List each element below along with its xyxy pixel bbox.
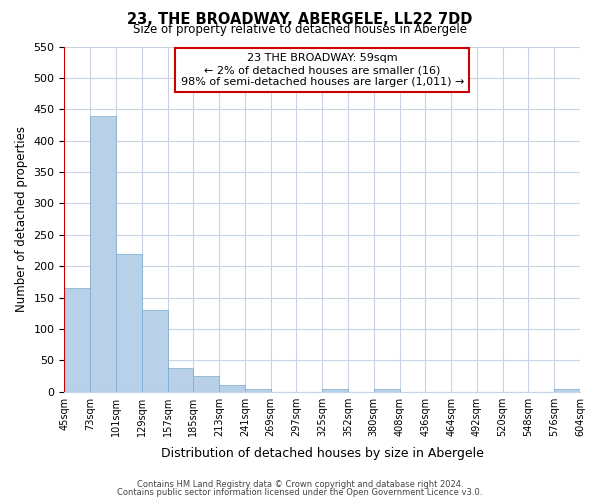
Text: Contains HM Land Registry data © Crown copyright and database right 2024.: Contains HM Land Registry data © Crown c… [137,480,463,489]
Text: 23, THE BROADWAY, ABERGELE, LL22 7DD: 23, THE BROADWAY, ABERGELE, LL22 7DD [127,12,473,28]
Bar [374,388,400,392]
Bar [554,389,580,392]
Bar [64,288,90,392]
Bar [116,254,142,392]
Bar [142,310,167,392]
Bar [90,116,116,392]
Text: Size of property relative to detached houses in Abergele: Size of property relative to detached ho… [133,22,467,36]
Text: 23 THE BROADWAY: 59sqm
← 2% of detached houses are smaller (16)
98% of semi-deta: 23 THE BROADWAY: 59sqm ← 2% of detached … [181,54,464,86]
Bar [245,388,271,392]
Bar [167,368,193,392]
Bar [322,388,348,392]
Bar [193,376,219,392]
Bar [219,386,245,392]
Y-axis label: Number of detached properties: Number of detached properties [15,126,28,312]
X-axis label: Distribution of detached houses by size in Abergele: Distribution of detached houses by size … [161,447,484,460]
Text: Contains public sector information licensed under the Open Government Licence v3: Contains public sector information licen… [118,488,482,497]
